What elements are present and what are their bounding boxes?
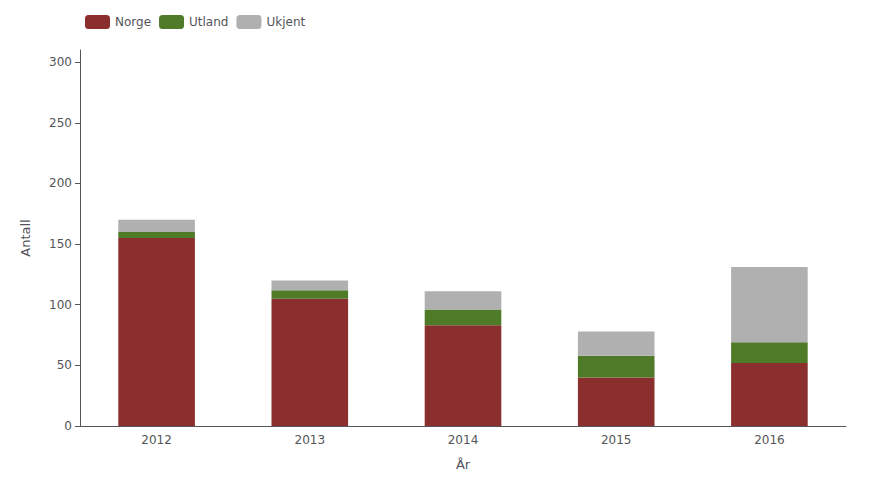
svg-text:150: 150 (49, 237, 72, 251)
svg-text:100: 100 (49, 298, 72, 312)
svg-text:Ukjent: Ukjent (266, 15, 305, 29)
svg-text:2016: 2016 (754, 433, 785, 447)
svg-text:250: 250 (49, 116, 72, 130)
svg-text:2014: 2014 (448, 433, 479, 447)
svg-text:År: År (456, 457, 471, 472)
svg-text:2015: 2015 (601, 433, 632, 447)
svg-text:Norge: Norge (115, 15, 151, 29)
svg-text:Antall: Antall (18, 219, 33, 256)
svg-text:300: 300 (49, 55, 72, 69)
svg-text:200: 200 (49, 176, 72, 190)
svg-text:0: 0 (64, 419, 72, 433)
svg-text:2012: 2012 (141, 433, 172, 447)
svg-text:50: 50 (57, 358, 72, 372)
svg-text:2013: 2013 (295, 433, 326, 447)
svg-text:Utland: Utland (189, 15, 228, 29)
